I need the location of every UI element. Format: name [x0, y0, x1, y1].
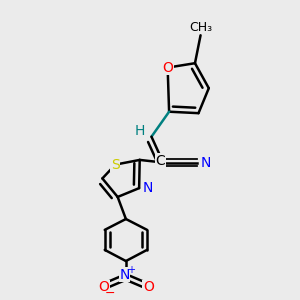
Text: C: C [155, 154, 165, 168]
Text: O: O [162, 61, 173, 75]
Text: +: + [127, 265, 135, 275]
Text: N: N [119, 268, 130, 282]
Text: H: H [134, 124, 145, 138]
Text: −: − [105, 287, 115, 300]
Text: O: O [99, 280, 110, 295]
Text: O: O [143, 280, 154, 295]
Text: N: N [201, 156, 211, 170]
Text: S: S [111, 158, 120, 172]
Text: CH₃: CH₃ [189, 20, 212, 34]
Text: N: N [142, 181, 152, 195]
